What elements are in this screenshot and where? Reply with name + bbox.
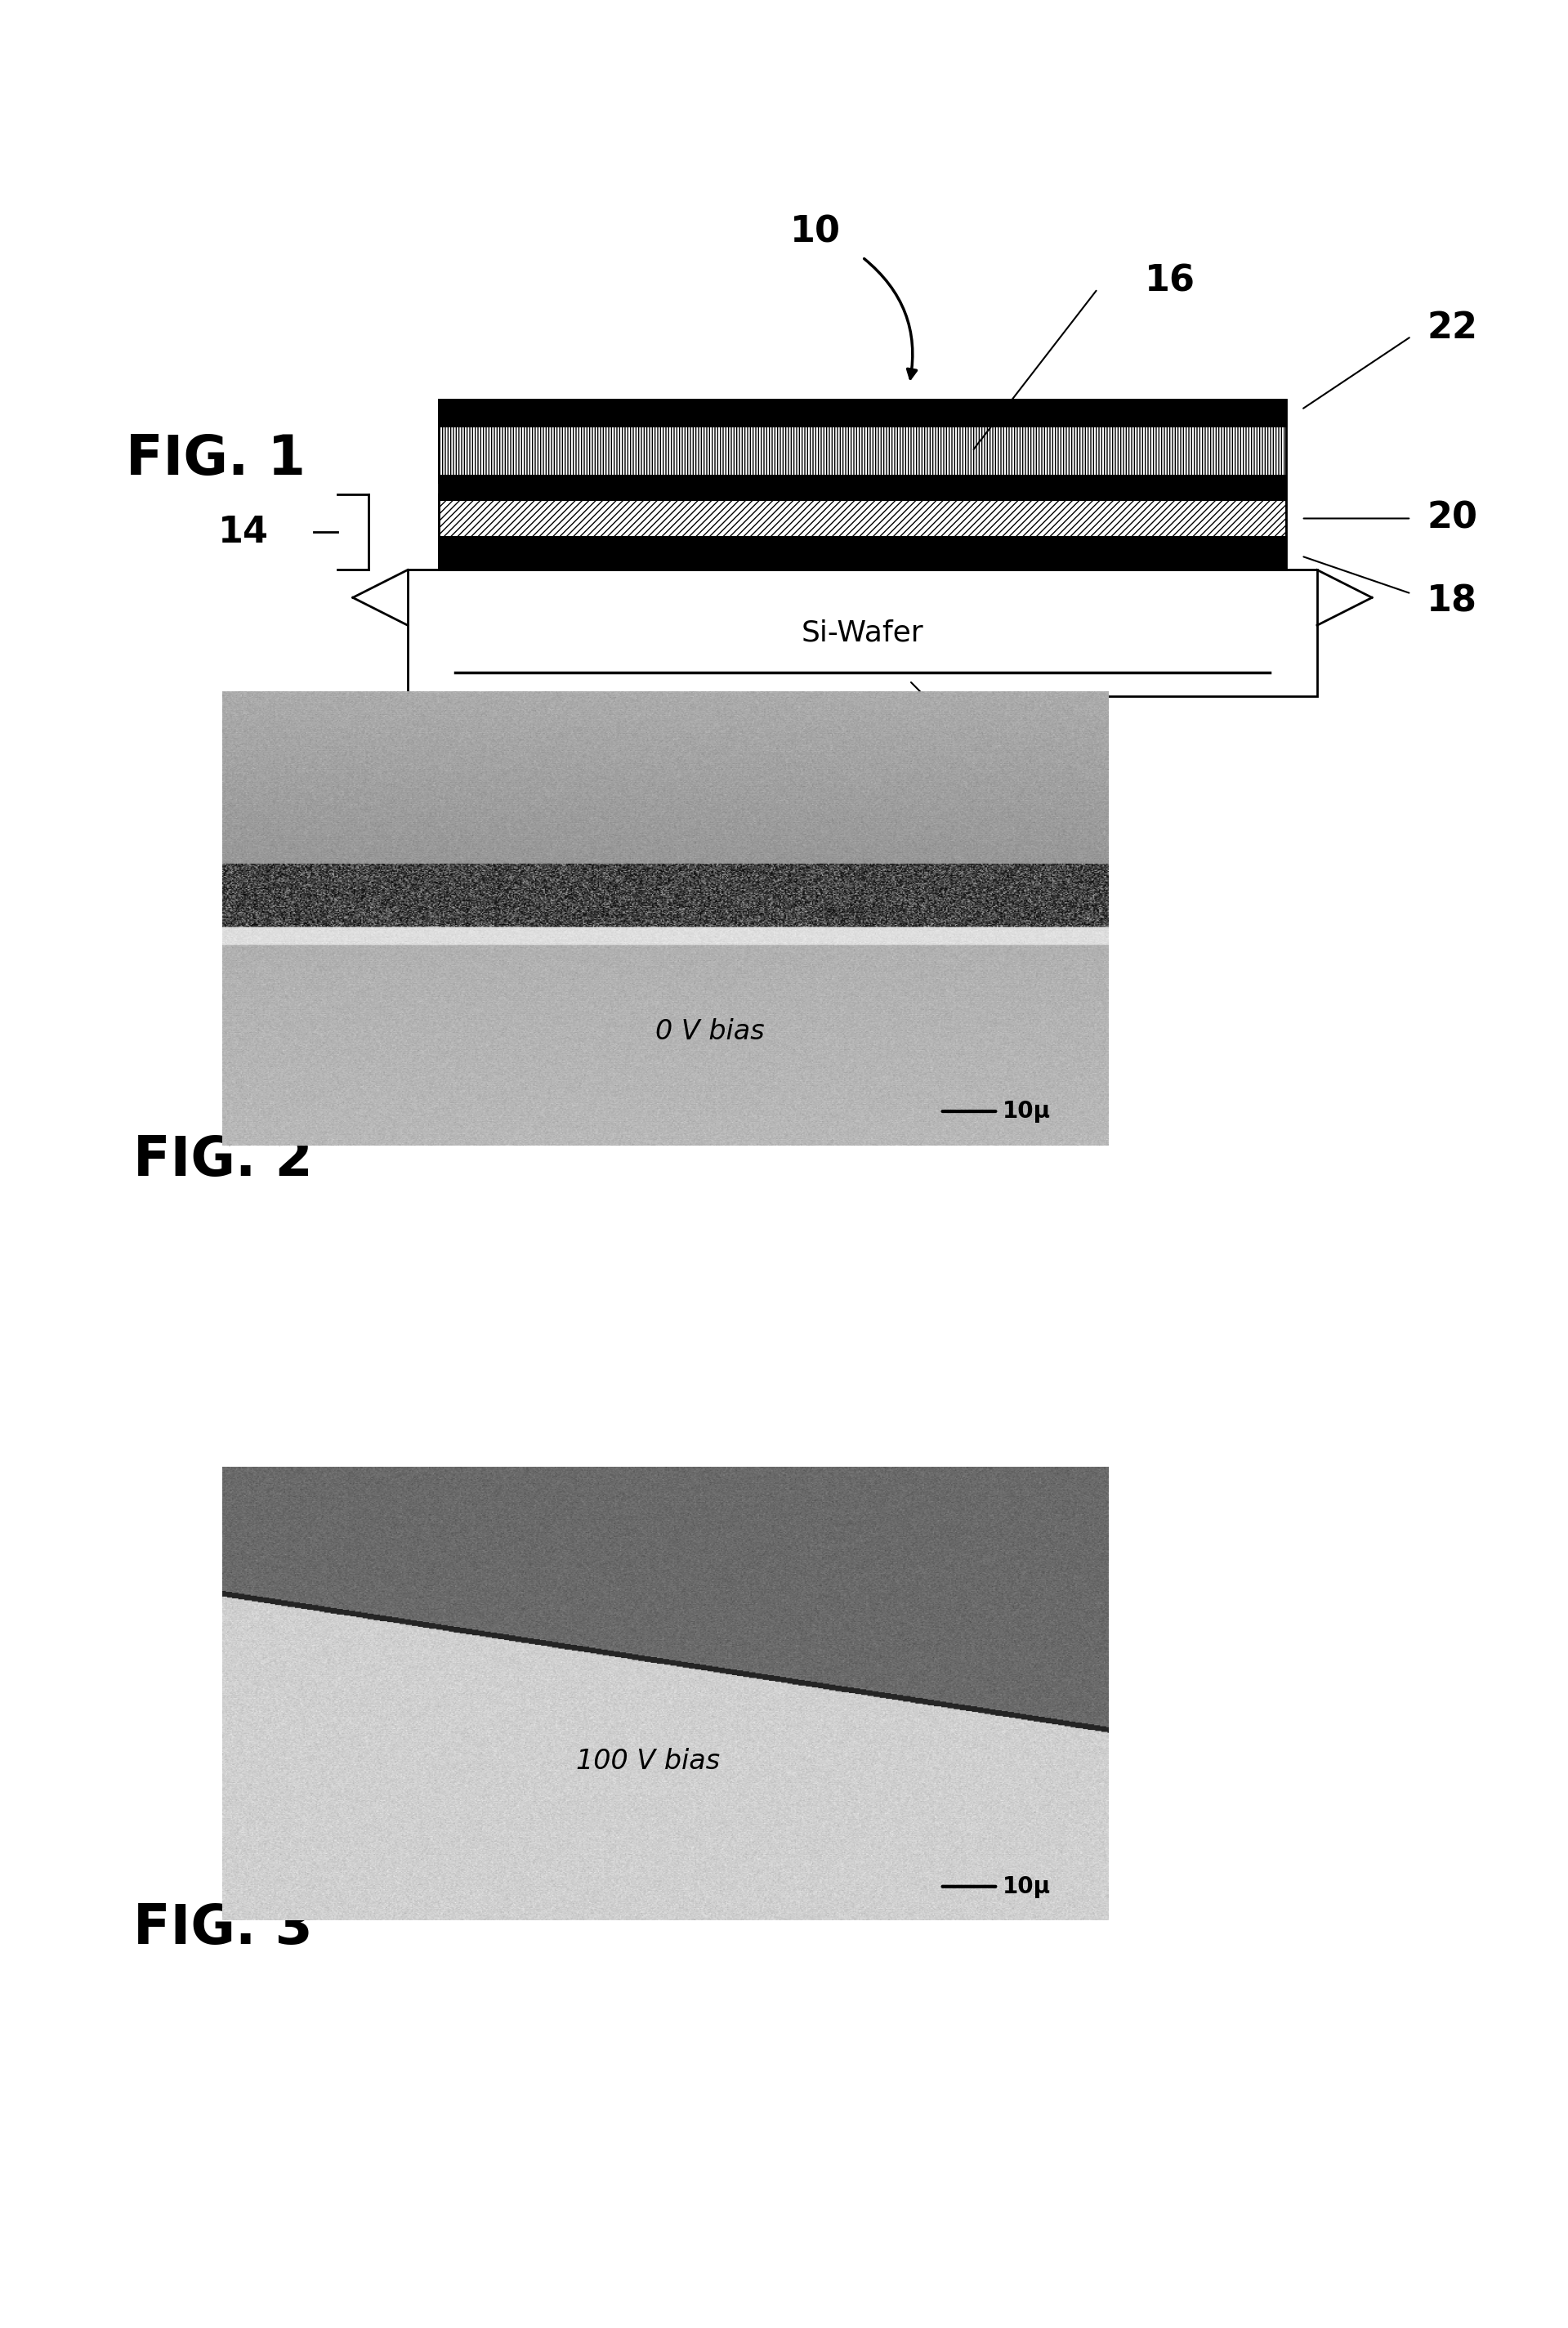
Text: FIG. 3: FIG. 3 xyxy=(133,1902,314,1956)
Text: 16: 16 xyxy=(1145,263,1195,298)
Text: 10: 10 xyxy=(790,214,840,249)
Text: Si-Wafer: Si-Wafer xyxy=(801,619,924,647)
Text: 22: 22 xyxy=(1427,312,1477,347)
Text: 100 V bias: 100 V bias xyxy=(575,1748,720,1776)
Bar xyxy=(439,542,1286,570)
Bar xyxy=(439,475,1286,482)
Bar xyxy=(439,400,1286,419)
Text: 10μ: 10μ xyxy=(1002,1099,1051,1122)
Bar xyxy=(439,496,1286,501)
Text: 20: 20 xyxy=(1427,501,1477,535)
Bar xyxy=(439,419,1286,428)
Bar xyxy=(408,570,1317,696)
Text: 14: 14 xyxy=(218,514,268,549)
Bar xyxy=(439,496,1286,542)
Bar xyxy=(439,400,1286,570)
Text: 10μ: 10μ xyxy=(1002,1874,1051,1897)
Text: 0 V bias: 0 V bias xyxy=(655,1017,765,1045)
Text: FIG. 2: FIG. 2 xyxy=(133,1134,314,1187)
Text: 12: 12 xyxy=(947,792,997,826)
Text: 18: 18 xyxy=(1427,584,1477,619)
Bar xyxy=(439,419,1286,482)
Bar xyxy=(439,535,1286,542)
Bar xyxy=(439,482,1286,496)
Text: FIG. 1: FIG. 1 xyxy=(125,433,306,487)
